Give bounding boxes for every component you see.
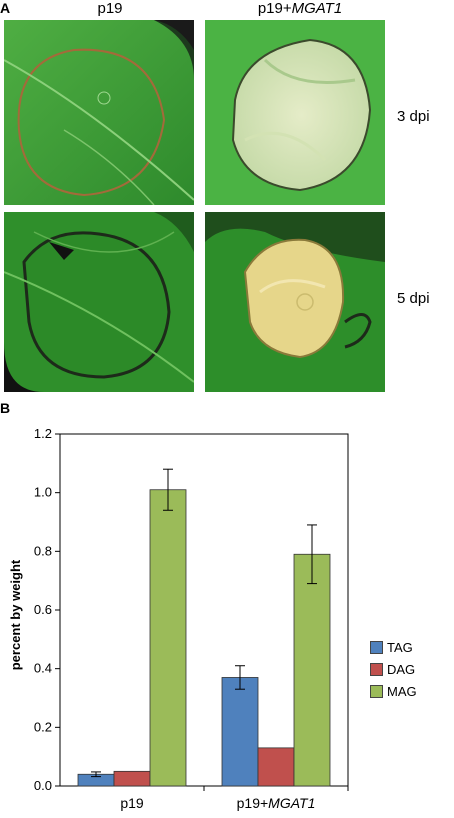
- x-tick-label: p19+MGAT1: [237, 795, 316, 811]
- legend-item-tag: TAG: [370, 640, 413, 655]
- bar-mag-1: [293, 553, 331, 787]
- chart-axes: 0.0 0.2 0.4 0.6 0.8 1.0 1.2 p19 p19+MGAT1: [34, 426, 349, 811]
- bar-mag-0: [149, 489, 187, 787]
- legend-label: DAG: [387, 662, 416, 677]
- leaf-photo-p19-3dpi: [4, 20, 194, 205]
- y-tick-label: 1.0: [34, 485, 52, 500]
- y-tick-label: 0.2: [34, 719, 52, 734]
- bar-dag-1: [257, 747, 295, 787]
- x-tick-label: p19: [120, 795, 144, 811]
- legend-label: TAG: [387, 640, 413, 655]
- y-tick-label: 0.4: [34, 661, 52, 676]
- y-tick-label: 0.6: [34, 602, 52, 617]
- bar-tag-1: [221, 677, 259, 787]
- bar-dag-0: [113, 770, 151, 787]
- y-tick-label: 0.0: [34, 778, 52, 793]
- y-tick-label: 1.2: [34, 426, 52, 441]
- y-axis-label: percent by weight: [8, 559, 23, 670]
- legend-label: MAG: [387, 684, 417, 699]
- panel-b-letter: B: [0, 400, 11, 416]
- leaf-photo-p19-mgat1-5dpi: [205, 212, 385, 392]
- panel-a-letter: A: [0, 0, 11, 16]
- leaf-photo-p19-5dpi: [4, 212, 194, 392]
- legend-swatch: [370, 663, 383, 676]
- column-label-p19: p19: [97, 0, 123, 17]
- leaf-photo-p19-mgat1-3dpi: [205, 20, 385, 205]
- legend-item-dag: DAG: [370, 662, 415, 677]
- bar-chart: 0.0 0.2 0.4 0.6 0.8 1.0 1.2 p19 p19+MGAT1 percen…: [8, 426, 349, 811]
- row-label-3dpi: 3 dpi: [397, 108, 430, 125]
- legend-swatch: [370, 641, 383, 654]
- y-tick-label: 0.8: [34, 543, 52, 558]
- legend-item-mag: MAG: [370, 684, 417, 699]
- row-label-5dpi: 5 dpi: [397, 290, 430, 307]
- column-label-p19-mgat1: p19+MGAT1: [257, 0, 343, 17]
- legend-swatch: [370, 685, 383, 698]
- chart-bars: [77, 468, 331, 787]
